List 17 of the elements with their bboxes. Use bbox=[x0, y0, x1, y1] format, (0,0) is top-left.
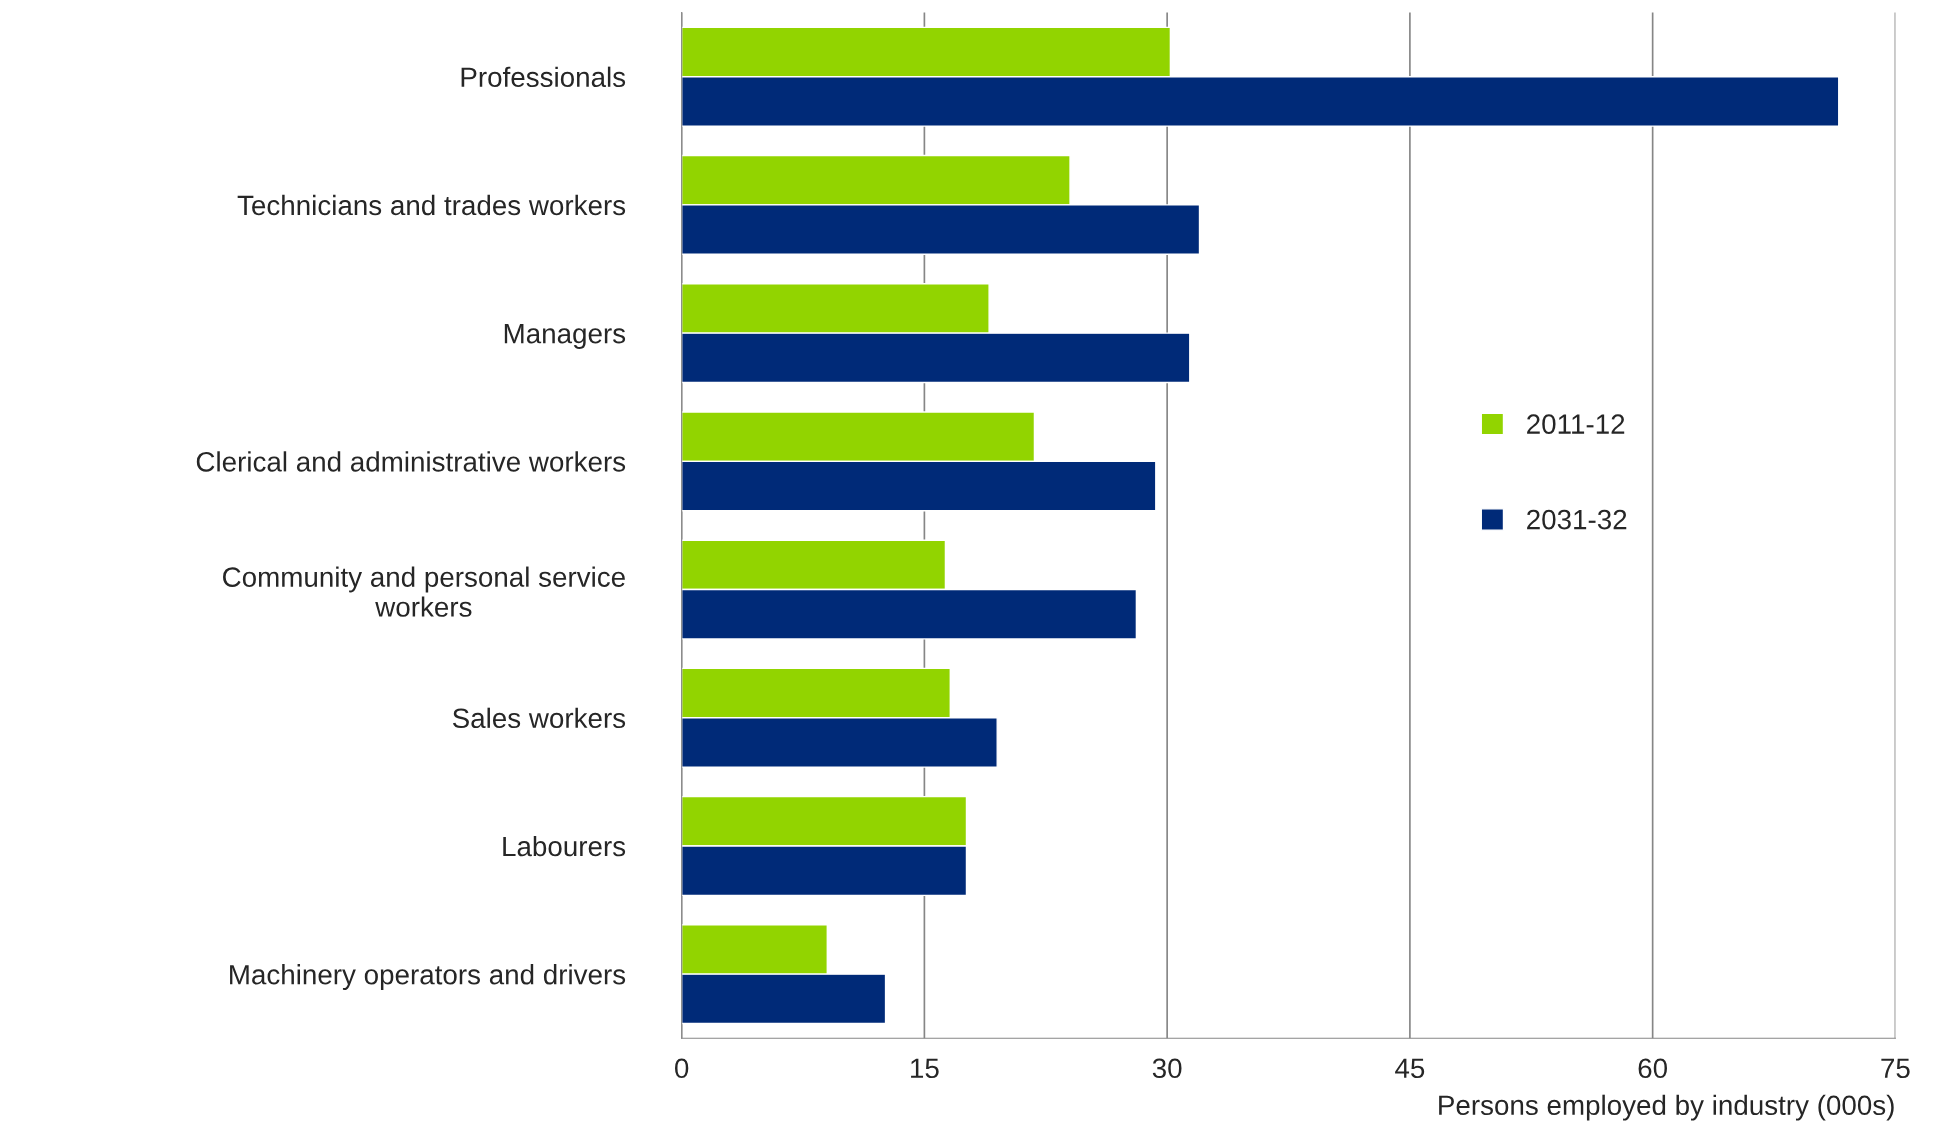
legend-label: 2031-32 bbox=[1527, 509, 1627, 530]
y-tick-label: Labourers bbox=[503, 835, 626, 857]
x-tick-label: 45 bbox=[1395, 1058, 1425, 1079]
x-tick-label: 0 bbox=[675, 1058, 689, 1079]
x-tick-label: 75 bbox=[1881, 1058, 1910, 1079]
legend-label: 2011-12 bbox=[1527, 414, 1625, 434]
x-tick-label: 15 bbox=[911, 1058, 939, 1079]
y-tick-label: Managers bbox=[504, 324, 626, 349]
y-tick-label: Clerical and administrative workers bbox=[196, 451, 626, 472]
y-tick-label: Sales workers bbox=[452, 707, 626, 729]
x-axis-title: Persons employed by industry (000s) bbox=[1439, 1094, 1894, 1121]
y-tick-label: Technicians and trades workers bbox=[237, 194, 626, 216]
y-tick-label: Professionals bbox=[461, 66, 626, 88]
x-tick-label: 30 bbox=[1152, 1058, 1182, 1079]
x-tick-label: 60 bbox=[1638, 1058, 1668, 1079]
y-tick-label: Machinery operators and drivers bbox=[230, 964, 626, 990]
y-tick-label: Community and personal service workers bbox=[223, 566, 625, 617]
